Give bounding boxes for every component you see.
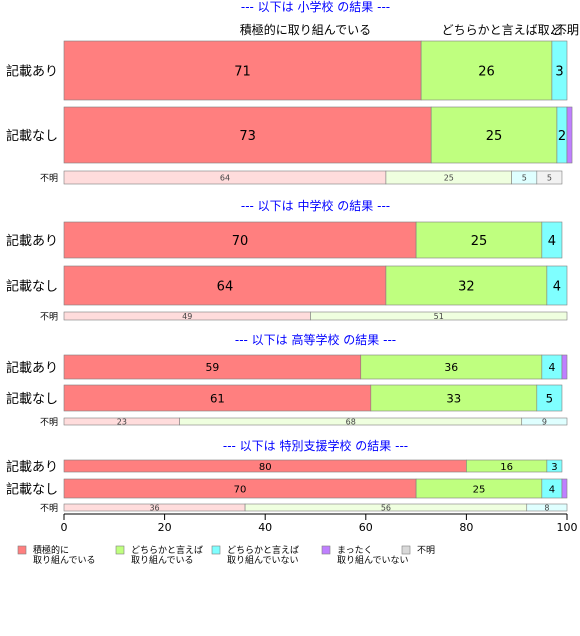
data-label: 3 <box>551 462 557 473</box>
unknown-data-label: 68 <box>346 418 356 427</box>
unknown-data-label: 25 <box>444 174 454 183</box>
bar-segment <box>415 221 543 259</box>
data-label: 70 <box>232 234 249 249</box>
bar-segment <box>420 40 553 101</box>
data-label: 70 <box>234 484 247 495</box>
bar-segment <box>546 459 563 473</box>
x-tick-label: 80 <box>459 521 473 534</box>
data-label: 26 <box>478 64 495 79</box>
x-tick-label: 100 <box>557 521 578 534</box>
panel-title-1: --- 以下は 中学校 の結果 --- <box>241 198 390 213</box>
data-label: 25 <box>473 484 486 495</box>
legend-swatch <box>17 545 27 555</box>
bar-segment <box>63 221 417 259</box>
unknown-data-label: 9 <box>542 418 547 427</box>
data-label: 16 <box>500 462 513 473</box>
unknown-label: 不明 <box>40 417 58 428</box>
bar-segment <box>546 265 568 306</box>
legend-label: 取り組んでいる <box>33 554 96 566</box>
data-label: 3 <box>555 64 563 79</box>
bar-segment <box>63 384 372 412</box>
data-label: 36 <box>444 361 458 374</box>
unknown-segment <box>310 311 568 321</box>
bar-label: 記載なし <box>6 128 58 144</box>
x-tick-label: 20 <box>158 521 172 534</box>
unknown-data-label: 51 <box>434 312 444 321</box>
data-label: 59 <box>206 361 220 374</box>
top-annotation-3: 不明 <box>555 23 579 37</box>
unknown-segment <box>526 503 568 512</box>
legend-swatch <box>211 545 221 555</box>
bar-segment <box>63 106 432 164</box>
unknown-data-label: 8 <box>544 504 549 513</box>
bar-label: 記載なし <box>6 391 58 407</box>
legend-label: 取り組んでいない <box>337 554 409 566</box>
unknown-data-label: 36 <box>149 504 159 513</box>
legend-label: 不明 <box>417 545 435 556</box>
data-label: 4 <box>549 484 555 495</box>
data-label: 33 <box>446 391 461 405</box>
legend-swatch <box>321 545 331 555</box>
data-label: 71 <box>234 64 251 79</box>
x-tick-label: 60 <box>359 521 373 534</box>
bar-label: 記載あり <box>6 64 58 80</box>
data-label: 25 <box>471 234 488 249</box>
unknown-label: 不明 <box>40 312 58 323</box>
bar-segment <box>536 384 563 412</box>
data-label: 2 <box>558 129 566 144</box>
bar-segment <box>430 106 558 164</box>
unknown-label: 不明 <box>40 503 58 514</box>
data-label: 4 <box>553 279 561 294</box>
legend-label: まったく <box>337 545 373 556</box>
bar-segment <box>561 354 568 380</box>
bar-segment <box>561 478 568 499</box>
legend-label: 取り組んでいる <box>131 554 194 566</box>
data-label: 64 <box>217 279 234 294</box>
unknown-data-label: 56 <box>381 504 391 513</box>
unknown-data-label: 49 <box>182 312 192 321</box>
panel-title-3: --- 以下は 特別支援学校 の結果 --- <box>223 438 408 453</box>
data-label: 5 <box>546 391 553 405</box>
bar-segment <box>370 384 538 412</box>
legend-label: 積極的に <box>33 544 69 556</box>
data-label: 61 <box>210 391 225 405</box>
data-label: 25 <box>486 129 503 144</box>
legend-swatch <box>115 545 125 555</box>
legend-swatch <box>401 545 411 555</box>
legend-label: どちらかと言えば <box>131 544 203 556</box>
data-label: 80 <box>259 462 272 473</box>
unknown-data-label: 23 <box>117 418 127 427</box>
bar-label: 記載なし <box>6 279 58 295</box>
unknown-segment <box>536 170 563 185</box>
unknown-data-label: 64 <box>220 174 230 183</box>
bar-label: 記載あり <box>6 360 58 376</box>
bar-label: 記載なし <box>6 482 58 498</box>
bar-segment <box>385 265 548 306</box>
unknown-data-label: 5 <box>522 174 527 183</box>
bar-label: 記載あり <box>6 233 58 249</box>
bar-segment <box>63 265 387 306</box>
x-tick-label: 0 <box>61 521 68 534</box>
unknown-data-label: 5 <box>547 174 552 183</box>
bar-segment <box>566 106 573 164</box>
data-label: 32 <box>458 279 475 294</box>
x-tick-label: 40 <box>258 521 272 534</box>
unknown-segment <box>521 417 568 426</box>
data-label: 4 <box>548 361 555 374</box>
data-label: 4 <box>548 234 556 249</box>
bar-segment <box>551 40 568 101</box>
panel-title-0: --- 以下は 小学校 の結果 --- <box>241 0 390 14</box>
legend-label: どちらかと言えば <box>227 544 299 556</box>
unknown-label: 不明 <box>40 173 58 184</box>
top-annotation-0: 積極的に取り組んでいる <box>240 22 371 37</box>
data-label: 73 <box>239 129 256 144</box>
bar-segment <box>63 354 362 380</box>
legend-label: 取り組んでいない <box>227 554 299 566</box>
top-annotation-1: どちらかと言えば取… <box>442 23 562 37</box>
bar-label: 記載あり <box>6 459 58 475</box>
panel-title-2: --- 以下は 高等学校 の結果 --- <box>235 332 396 347</box>
top-annotation-2: ど… <box>550 23 574 37</box>
bar-segment <box>541 221 563 259</box>
